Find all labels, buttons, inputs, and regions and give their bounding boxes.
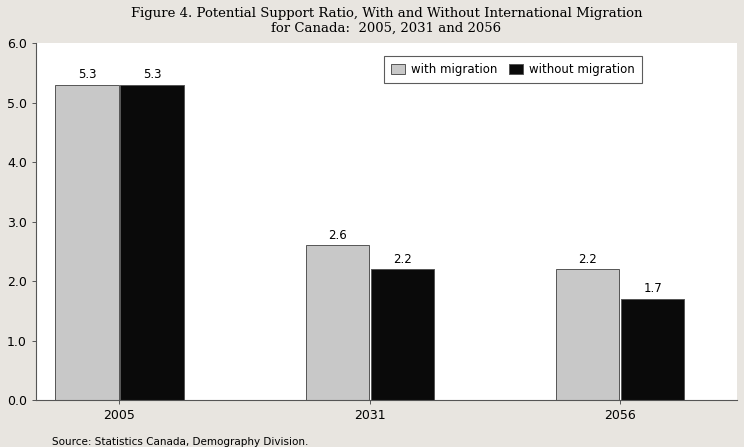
Text: 2.2: 2.2: [393, 253, 411, 266]
Legend: with migration, without migration: with migration, without migration: [384, 56, 642, 83]
Bar: [556, 269, 619, 400]
Bar: [121, 85, 184, 400]
Bar: [306, 245, 369, 400]
Text: 1.7: 1.7: [644, 283, 662, 295]
Bar: [621, 299, 684, 400]
Bar: [55, 85, 118, 400]
Title: Figure 4. Potential Support Ratio, With and Without International Migration
for : Figure 4. Potential Support Ratio, With …: [131, 7, 642, 35]
Text: Source: Statistics Canada, Demography Division.: Source: Statistics Canada, Demography Di…: [52, 437, 309, 447]
Bar: [371, 269, 434, 400]
Text: 2.2: 2.2: [578, 253, 597, 266]
Text: 5.3: 5.3: [77, 68, 96, 81]
Text: 2.6: 2.6: [328, 229, 347, 242]
Text: 5.3: 5.3: [143, 68, 161, 81]
